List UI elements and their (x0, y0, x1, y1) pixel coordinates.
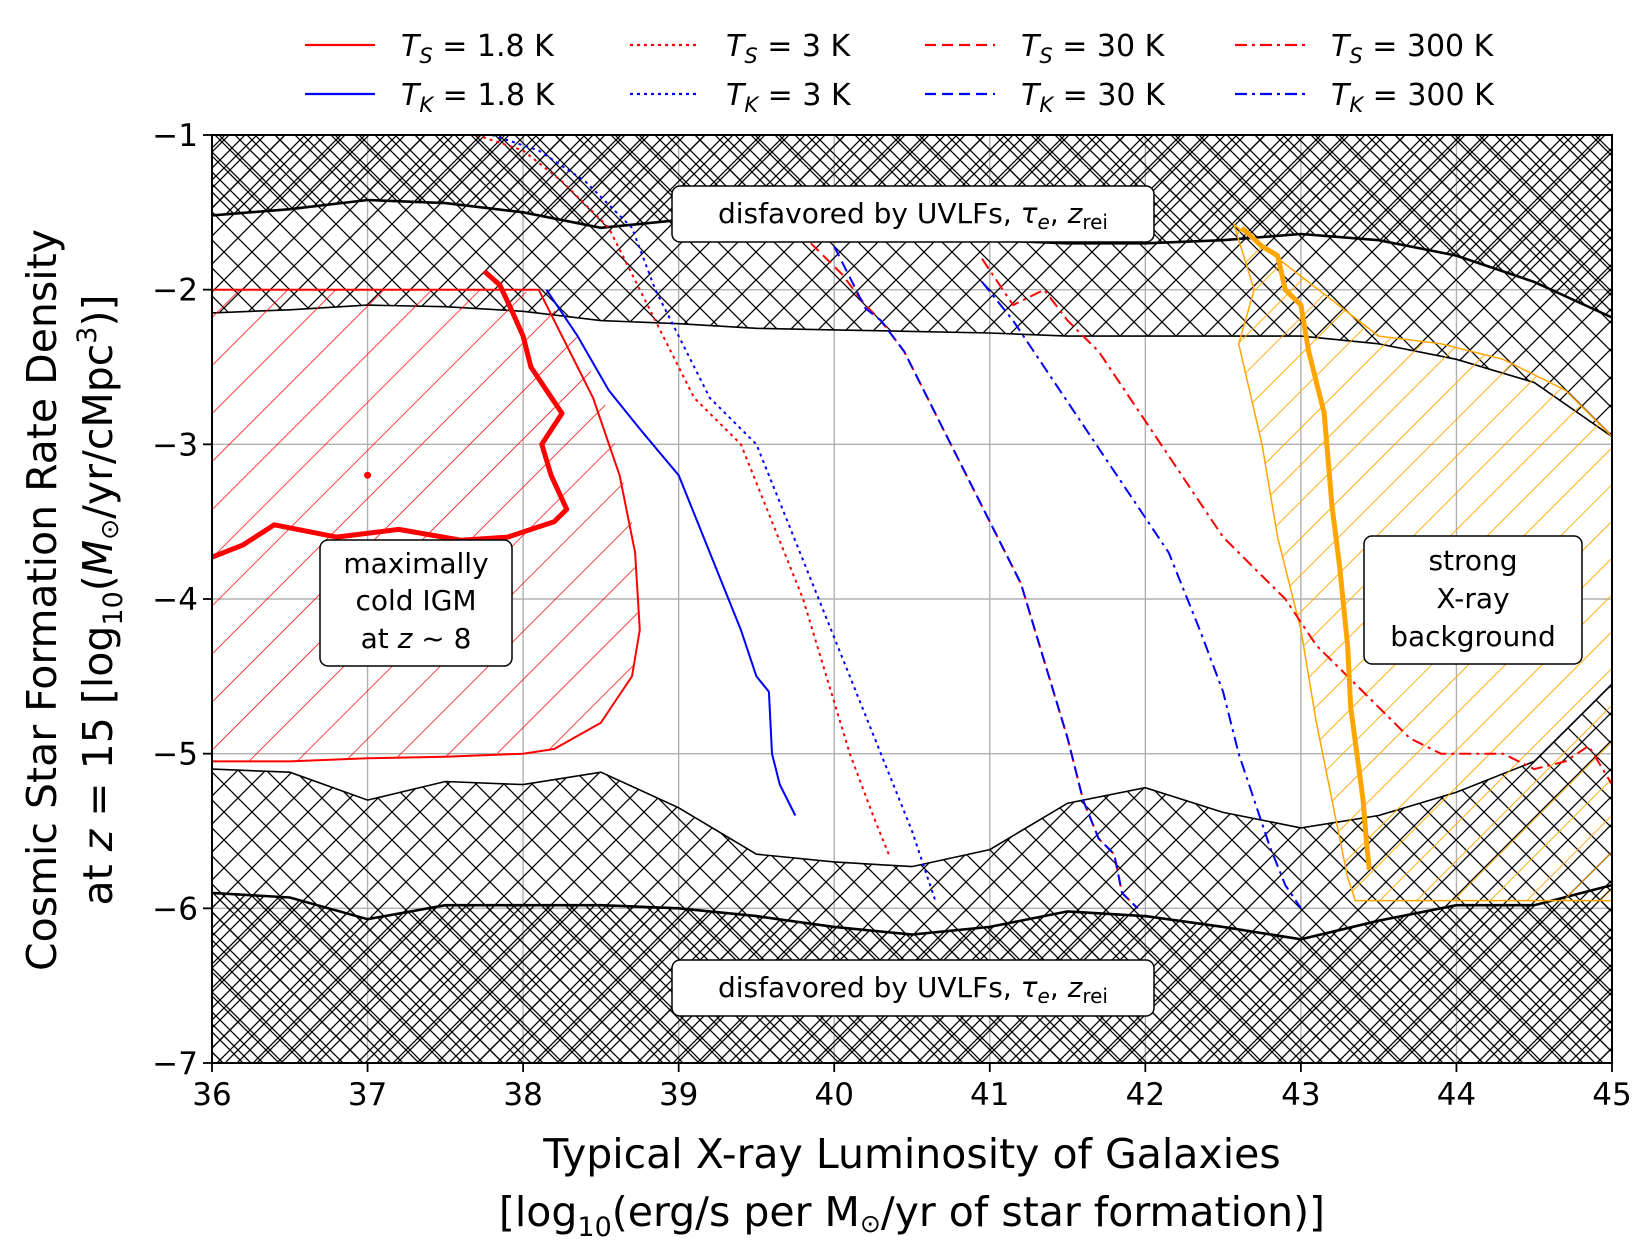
legend-label-7: TK = 300 K (1331, 78, 1495, 117)
svg-text:disfavored by UVLFs, τe, zrei: disfavored by UVLFs, τe, zrei (718, 197, 1108, 234)
legend-entry-4: TS = 30 K (925, 29, 1166, 68)
top-disfavored-box: disfavored by UVLFs, τe, zrei (671, 185, 1155, 243)
y-tick-label-3: −4 (152, 582, 198, 618)
y-tick-label-0: −7 (152, 1046, 198, 1082)
svg-text:strong: strong (1428, 544, 1517, 577)
series-lines (212, 135, 1612, 910)
y-tick-label-1: −6 (152, 891, 198, 927)
x-tick-label-5: 41 (970, 1077, 1009, 1113)
bottom-disfavored-box: disfavored by UVLFs, τe, zrei (671, 959, 1155, 1017)
legend-entry-1: TK = 1.8 K (305, 78, 556, 117)
x-tick-label-7: 43 (1281, 1077, 1320, 1113)
legend-entry-5: TK = 30 K (925, 78, 1166, 117)
axis-ticks: 36 37 38 39 40 41 42 43 44 45 −7 −6 −5 −4 −3 −2 −1 (152, 118, 1631, 1113)
legend-label-5: TK = 30 K (1021, 78, 1166, 117)
legend-label-0: TS = 1.8 K (401, 29, 555, 68)
x-tick-label-4: 40 (814, 1077, 853, 1113)
x-tick-label-8: 44 (1437, 1077, 1476, 1113)
svg-text:X-ray: X-ray (1436, 582, 1509, 615)
cold-igm-box: maximally cold IGM at z ~ 8 (319, 539, 513, 667)
y-tick-label-6: −1 (152, 118, 198, 154)
lower-outer-boundary-line (212, 883, 1612, 941)
legend-label-2: TS = 3 K (726, 29, 852, 68)
x-axis-title-line2: [log10(erg/s per M⊙/yr of star formation… (499, 1188, 1325, 1243)
y-axis-title-line1: Cosmic Star Formation Rate Density (18, 229, 66, 971)
x-tick-label-3: 39 (659, 1077, 698, 1113)
legend-entry-6: TS = 300 K (1235, 29, 1495, 68)
legend-label-1: TK = 1.8 K (401, 78, 556, 117)
xray-background-box: strong X-ray background (1363, 535, 1583, 665)
x-tick-label-0: 36 (192, 1077, 231, 1113)
svg-text:disfavored by UVLFs, τe, zrei: disfavored by UVLFs, τe, zrei (718, 971, 1108, 1008)
series-t-s-3k (476, 135, 890, 855)
svg-text:at z ~ 8: at z ~ 8 (361, 622, 472, 655)
series-t-k-1-8k (545, 289, 797, 816)
svg-text:background: background (1390, 620, 1556, 653)
x-tick-label-9: 45 (1592, 1077, 1631, 1113)
x-tick-label-6: 42 (1126, 1077, 1165, 1113)
x-axis-title-line1: Typical X-ray Luminosity of Galaxies (542, 1130, 1280, 1178)
series-cold-igm-boundary (212, 269, 570, 560)
cold-igm-region (212, 289, 640, 762)
legend-entry-7: TK = 300 K (1235, 78, 1495, 117)
legend: TS = 1.8 K TK = 1.8 K TS = 3 K TK = 3 K TS =… (305, 29, 1495, 117)
y-tick-label-5: −2 (152, 273, 198, 309)
svg-text:cold IGM: cold IGM (355, 584, 476, 617)
y-axis-title-line2: at z = 15 [log10(M⊙/yr/cMpc3)] (72, 295, 129, 906)
series-t-k-30k (833, 245, 1139, 910)
legend-label-4: TS = 30 K (1021, 29, 1166, 68)
series-t-s-1-8k (212, 288, 641, 763)
series-t-s-300k (981, 258, 1612, 786)
legend-label-6: TS = 300 K (1331, 29, 1495, 68)
y-tick-label-4: −3 (152, 427, 198, 463)
y-tick-label-2: −5 (152, 737, 198, 773)
legend-entry-2: TS = 3 K (630, 29, 852, 68)
series-t-k-3k (491, 135, 937, 901)
cold-igm-marker-dot (364, 471, 372, 479)
svg-text:maximally: maximally (343, 547, 488, 580)
x-tick-label-2: 38 (503, 1077, 542, 1113)
series-t-k-300k (981, 281, 1302, 909)
legend-entry-3: TK = 3 K (630, 78, 852, 117)
series-xray-background-boundary (1240, 225, 1372, 870)
legend-label-3: TK = 3 K (726, 78, 852, 117)
x-tick-label-1: 37 (348, 1077, 387, 1113)
legend-entry-0: TS = 1.8 K (305, 29, 555, 68)
